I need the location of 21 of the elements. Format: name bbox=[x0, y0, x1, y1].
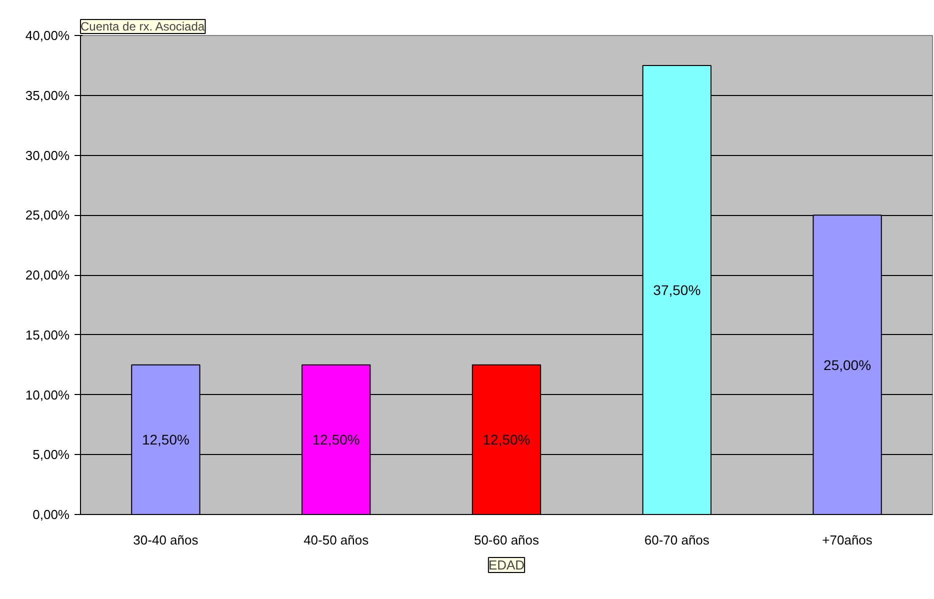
data-label: 37,50% bbox=[653, 282, 701, 298]
x-tick-label: 40-50 años bbox=[304, 532, 370, 548]
x-tick-label: 60-70 años bbox=[644, 532, 710, 548]
y-tick-label: 30,00% bbox=[25, 148, 70, 163]
y-tick-label: 5,00% bbox=[32, 447, 70, 462]
y-tick-label: 10,00% bbox=[25, 387, 70, 402]
y-tick-label: 35,00% bbox=[25, 88, 70, 103]
data-label: 25,00% bbox=[824, 356, 872, 373]
x-tick-label: 30-40 años bbox=[133, 532, 199, 548]
y-tick-label: 40,00% bbox=[25, 28, 70, 43]
y-tick-label: 0,00% bbox=[32, 507, 70, 522]
x-tick-label: 50-60 años bbox=[474, 532, 540, 548]
data-label: 12,50% bbox=[142, 432, 190, 448]
y-tick-label: 20,00% bbox=[25, 268, 70, 282]
y-tick-label: 15,00% bbox=[25, 327, 70, 342]
y-tick-label: 25,00% bbox=[25, 208, 70, 223]
data-label: 12,50% bbox=[312, 432, 360, 448]
x-axis-title: EDAD bbox=[488, 558, 525, 572]
x-tick-label: +70años bbox=[822, 532, 873, 548]
chart-title: Cuenta de rx. Asociada bbox=[80, 20, 205, 34]
data-label: 12,50% bbox=[482, 432, 530, 448]
